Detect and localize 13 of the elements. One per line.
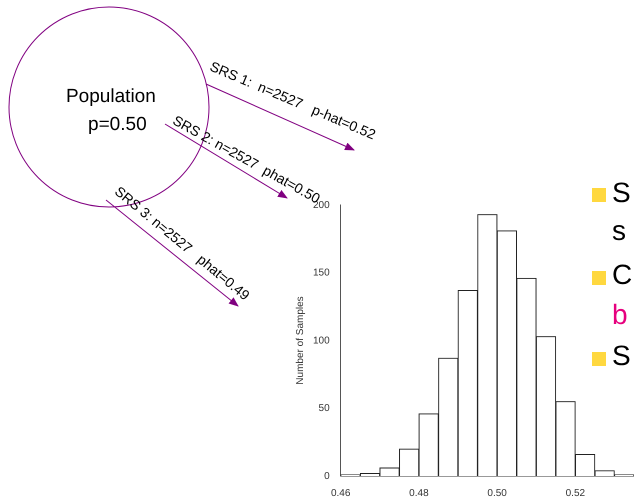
x-tick-label: 0.48 [409, 488, 430, 499]
y-tick-label: 50 [318, 403, 330, 414]
annotation: s [612, 214, 626, 248]
y-tick-label: 100 [312, 335, 330, 346]
x-tick-label: 0.50 [487, 488, 508, 499]
y-tick-label: 0 [324, 470, 330, 482]
annotation: S [612, 339, 631, 373]
y-axis-title: Number of Samples [294, 296, 306, 385]
annotation: S [612, 176, 631, 210]
x-tick-label: 0.52 [566, 488, 586, 499]
annotation: C [612, 258, 632, 292]
x-tick-label: 0.46 [330, 488, 351, 499]
annotation: b [612, 298, 628, 332]
